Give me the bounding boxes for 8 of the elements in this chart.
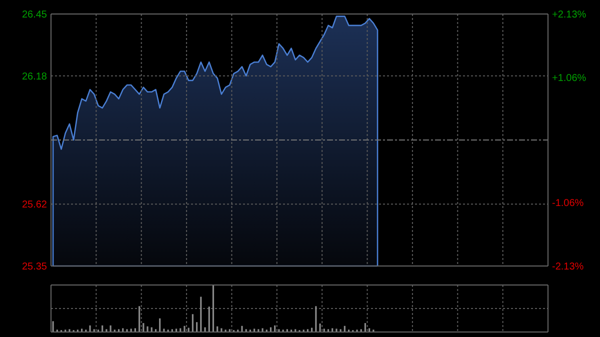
y2-tick-label: -2.13%	[552, 262, 584, 272]
y-tick-label: 26.18	[22, 71, 48, 82]
y2-tick-label: -1.06%	[552, 198, 584, 210]
y2-tick-label: +1.06%	[552, 72, 586, 84]
y-tick-label: 25.62	[22, 200, 48, 211]
y-tick-label: 25.35	[22, 262, 48, 272]
y-tick-label: 26.45	[22, 10, 48, 20]
y2-tick-label: +2.13%	[552, 10, 586, 20]
